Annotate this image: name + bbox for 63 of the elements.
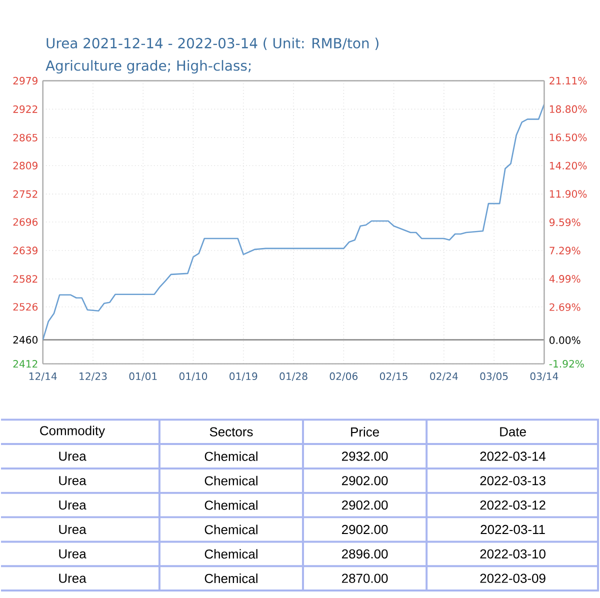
text: Urea <box>59 500 86 510</box>
y2-tick-label: 9.59% <box>550 218 580 226</box>
y-tick-label: 2752 <box>13 190 38 198</box>
x-tick-label: 02/15 <box>380 372 408 381</box>
text: Urea <box>59 549 86 558</box>
text: Urea <box>59 574 86 583</box>
text: 2022-03-11 <box>480 524 545 534</box>
text: Price <box>351 427 379 437</box>
y-tick-label: 2582 <box>13 275 38 283</box>
text: Chemical <box>204 549 258 559</box>
y-tick-label: 2922 <box>13 105 38 113</box>
x-tick-label: 02/06 <box>330 372 358 381</box>
text: 2902.00 <box>342 524 388 534</box>
x-tick-label: 01/19 <box>230 372 258 381</box>
x-tick-label: 01/01 <box>129 372 157 381</box>
text: 2902.00 <box>342 500 388 510</box>
text: 2902.00 <box>342 476 388 486</box>
text: Chemical <box>204 500 258 510</box>
text: 2022-03-12 <box>480 500 546 510</box>
x-tick-label: 01/10 <box>179 372 208 381</box>
text: Urea <box>59 452 86 461</box>
x-tick-label: 02/24 <box>430 372 458 381</box>
y2-tick-label: 7.29% <box>550 246 580 254</box>
y-tick-label: 2696 <box>13 218 38 226</box>
text: 2022-03-13 <box>480 476 546 486</box>
text: Urea <box>59 524 86 534</box>
y-tick-label: 2979 <box>13 76 38 85</box>
text: 2022-03-14 <box>480 452 546 461</box>
text: Commodity <box>40 426 106 438</box>
y-tick-label: 2526 <box>13 303 38 311</box>
x-tick-label: 12/14 <box>29 372 57 381</box>
y-tick-label: 2639 <box>13 246 38 254</box>
text: 2896.00 <box>342 549 388 558</box>
x-tick-label: 03/05 <box>480 372 508 381</box>
x-tick-label: 01/28 <box>280 372 308 381</box>
y-tick-label: 2412 <box>13 360 38 368</box>
y2-tick-label: 11.90% <box>550 190 587 198</box>
text: Chemical <box>204 524 258 534</box>
y2-tick-label: 16.50% <box>550 134 587 142</box>
text: Chemical <box>204 476 258 486</box>
y2-tick-label: -1.92% <box>549 360 584 368</box>
y2-tick-label: 2.69% <box>550 303 580 311</box>
x-tick-label: 12/23 <box>80 372 107 381</box>
text: 2022-03-10 <box>480 549 546 558</box>
text: Chemical <box>204 574 258 584</box>
text: 2870.00 <box>342 574 388 583</box>
text: 2022-03-09 <box>480 574 546 583</box>
chart-subtitle: Agriculture grade; High-class; <box>46 60 250 74</box>
y2-tick-label: 18.80% <box>550 105 587 113</box>
y-tick-label: 2809 <box>13 162 38 170</box>
y2-tick-label: 14.20% <box>550 162 587 170</box>
chart-title: Urea 2021-12-14 - 2022-03-14 ( Unit: RMB/ton ) <box>46 38 378 50</box>
text: Sectors <box>210 427 253 436</box>
text: Date <box>500 427 526 436</box>
text: 2932.00 <box>342 452 388 461</box>
y2-tick-label: 0.00% <box>550 336 580 344</box>
y-tick-label: 2460 <box>13 336 38 344</box>
y2-tick-label: 21.11% <box>550 76 587 85</box>
text: Urea <box>59 476 86 486</box>
y2-tick-label: 4.99% <box>549 275 580 283</box>
text: Chemical <box>204 451 258 461</box>
y-tick-label: 2865 <box>13 134 38 142</box>
x-tick-label: 03/14 <box>530 372 558 381</box>
